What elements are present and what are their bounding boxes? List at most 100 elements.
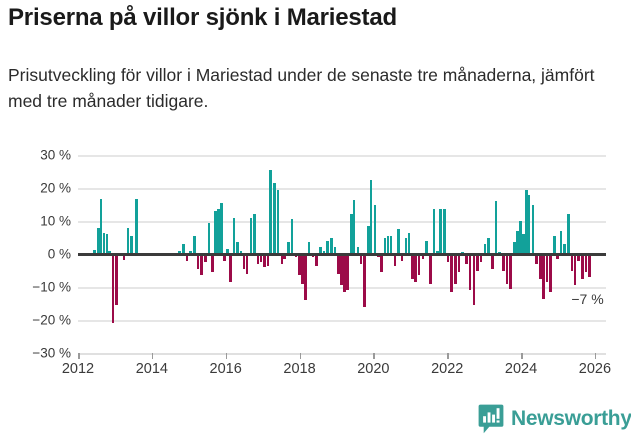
chart-bar bbox=[340, 254, 343, 286]
chart-bar bbox=[483, 244, 487, 254]
x-axis-tick-label: 2018 bbox=[283, 361, 316, 377]
chart-bar bbox=[535, 254, 538, 264]
chart-bar bbox=[380, 254, 383, 273]
chart-bar bbox=[253, 214, 256, 254]
zero-baseline bbox=[78, 252, 606, 256]
chart-bar bbox=[269, 169, 273, 254]
chart-bar bbox=[454, 254, 457, 284]
x-axis-tick bbox=[225, 353, 228, 359]
plot-area bbox=[78, 155, 606, 355]
chart-bar bbox=[226, 249, 229, 254]
y-axis-tick-label: 20 % bbox=[40, 180, 71, 196]
chart-bar bbox=[369, 179, 373, 254]
x-axis-tick bbox=[373, 353, 375, 359]
chart-bar bbox=[581, 254, 584, 279]
chart-bar bbox=[555, 254, 559, 259]
chart-bar bbox=[196, 254, 200, 269]
chart-bar bbox=[249, 217, 253, 254]
chart-bar bbox=[439, 209, 442, 254]
x-axis-tick bbox=[521, 353, 523, 359]
chart-bar bbox=[570, 254, 574, 271]
chart-bar bbox=[200, 254, 203, 276]
chart-container: 30 % 20 % 10 % 0 % −10 % −20 % −30 % 2012 2014 20… bbox=[0, 145, 631, 385]
chart-bar bbox=[502, 254, 505, 271]
chart-bar bbox=[411, 254, 414, 279]
x-axis-tick-label: 2016 bbox=[209, 361, 242, 377]
chart-bar bbox=[242, 254, 246, 269]
chart-bar bbox=[538, 254, 542, 279]
y-axis-tick-label: −30 % bbox=[32, 345, 71, 361]
chart-bar bbox=[421, 254, 425, 259]
chart-bar bbox=[304, 254, 307, 301]
chart-bar bbox=[311, 254, 315, 258]
chart-bar bbox=[222, 254, 226, 261]
chart-bar bbox=[178, 250, 181, 254]
chart-bar bbox=[531, 204, 535, 254]
x-axis-tick bbox=[78, 353, 80, 359]
chart-bar bbox=[457, 254, 461, 273]
chart-bar bbox=[181, 244, 185, 254]
chart-bar bbox=[294, 254, 298, 258]
chart-bar bbox=[428, 254, 432, 284]
y-axis-tick-label: 10 % bbox=[40, 213, 71, 229]
chart-bar bbox=[442, 209, 446, 254]
chart-bar bbox=[494, 201, 498, 254]
chart-bar bbox=[193, 235, 196, 254]
chart-bar bbox=[573, 254, 577, 286]
chart-bar bbox=[111, 254, 115, 323]
chart-bar bbox=[245, 254, 249, 274]
chart-bar bbox=[386, 235, 390, 254]
chart-bar bbox=[432, 209, 436, 254]
chart-bar bbox=[446, 254, 450, 263]
chart-bar bbox=[553, 235, 556, 254]
chart-bar bbox=[287, 242, 290, 254]
chart-bar bbox=[232, 217, 236, 254]
chart-bar bbox=[559, 230, 563, 254]
bar-chart-speech-bubble-icon bbox=[478, 404, 504, 434]
chart-bar bbox=[393, 254, 397, 266]
chart-bar bbox=[283, 254, 287, 259]
chart-bar bbox=[115, 254, 119, 306]
chart-bar bbox=[333, 247, 337, 254]
chart-bar bbox=[472, 254, 476, 306]
chart-bar bbox=[519, 221, 522, 254]
chart-bar bbox=[490, 254, 494, 269]
chart-bar bbox=[366, 225, 370, 254]
chart-bar bbox=[108, 250, 112, 254]
x-axis-line bbox=[78, 353, 606, 355]
page-title: Priserna på villor sjönk i Mariestad bbox=[8, 4, 397, 31]
y-axis-tick-label: −10 % bbox=[32, 279, 71, 295]
chart-bar bbox=[97, 227, 100, 254]
chart-bar bbox=[337, 254, 340, 274]
y-axis-tick-label: 0 % bbox=[47, 246, 71, 262]
chart-bar bbox=[290, 219, 294, 254]
chart-bar bbox=[567, 214, 570, 254]
chart-bar bbox=[298, 254, 301, 276]
chart-bar bbox=[266, 254, 270, 266]
x-axis-tick bbox=[447, 353, 449, 359]
chart-bar bbox=[214, 211, 217, 254]
chart-bar bbox=[527, 194, 531, 254]
chart-bar bbox=[322, 250, 326, 254]
chart-bar bbox=[217, 209, 220, 254]
y-axis-tick-label: −20 % bbox=[32, 312, 71, 328]
chart-bar bbox=[479, 254, 483, 263]
chart-bar bbox=[549, 254, 552, 292]
chart-bar bbox=[563, 244, 566, 254]
chart-bar bbox=[487, 237, 490, 254]
chart-bar bbox=[450, 254, 453, 292]
newsworthy-logo: Newsworthy bbox=[478, 404, 631, 434]
chart-bar bbox=[126, 227, 130, 254]
x-axis-tick bbox=[594, 353, 597, 359]
x-axis-tick-label: 2022 bbox=[431, 361, 464, 377]
x-axis-tick-label: 2024 bbox=[504, 361, 538, 377]
chart-bar bbox=[425, 240, 428, 254]
chart-bar bbox=[524, 189, 528, 254]
chart-bar bbox=[315, 254, 318, 266]
chart-bar bbox=[263, 254, 266, 268]
chart-bar bbox=[373, 204, 377, 254]
chart-bar bbox=[505, 254, 509, 284]
chart-subtitle: Prisutveckling för villor i Mariestad un… bbox=[8, 65, 595, 111]
chart-bar bbox=[588, 254, 592, 278]
chart-bar bbox=[259, 254, 263, 263]
